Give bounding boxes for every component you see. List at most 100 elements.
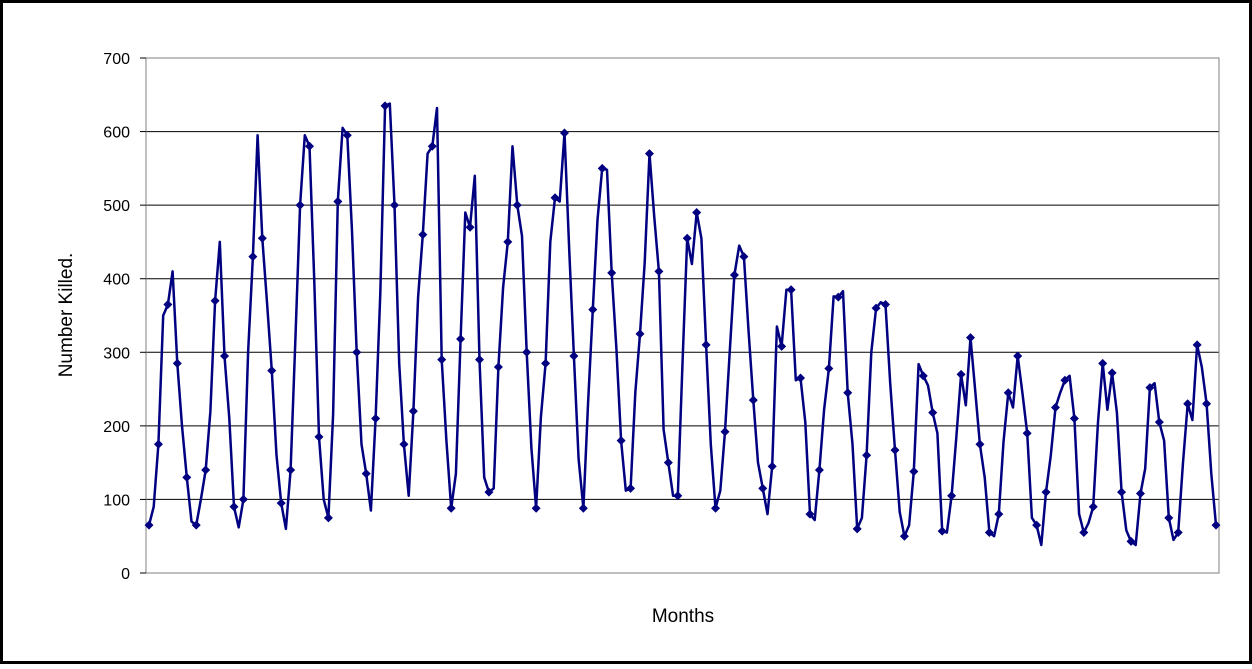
data-point [918,371,928,381]
data-point [1041,487,1051,497]
data-point [390,200,400,210]
data-point [342,130,352,140]
data-point [531,503,541,513]
data-point [862,450,872,460]
data-point [333,196,343,206]
data-point [796,373,806,383]
data-point [984,528,994,538]
data-point [559,128,569,138]
data-point [805,509,815,519]
data-point [456,334,466,344]
data-point [1135,489,1145,499]
data-point [286,465,296,475]
data-point [1164,513,1174,523]
data-point [1126,536,1136,546]
data-point [748,395,758,405]
data-point [446,503,456,513]
data-point [352,347,362,357]
data-point [1050,402,1060,412]
data-point [701,340,711,350]
y-tick-label: 700 [103,51,130,68]
data-point [1088,502,1098,512]
data-point [994,509,1004,519]
data-point [644,149,654,159]
data-point [1098,358,1108,368]
data-point [1202,399,1212,409]
data-point [1060,375,1070,385]
data-point [465,222,475,232]
data-point [201,465,211,475]
data-point [257,233,267,243]
y-tick-label: 0 [121,566,130,583]
data-point [248,252,258,262]
y-tick-label: 100 [103,492,130,509]
data-point [843,388,853,398]
data-point [635,329,645,339]
data-point [975,439,985,449]
data-point [597,163,607,173]
data-point [474,355,484,365]
data-point [682,233,692,243]
data-point [758,483,768,493]
data-point [909,466,919,476]
data-point [1211,520,1221,530]
data-point [729,270,739,280]
data-point [144,520,154,530]
data-point [172,358,182,368]
data-point [371,414,381,423]
data-point [512,200,522,210]
data-point [739,252,749,262]
data-point [871,303,881,313]
data-point [380,101,390,111]
data-point [711,503,721,513]
data-point [607,268,617,278]
data-point [928,408,938,418]
plot-area [145,57,1220,574]
data-point [295,200,305,210]
data-point [1173,528,1183,538]
data-point [814,465,824,475]
data-point [503,237,513,247]
data-point [1069,414,1079,423]
data-point [229,502,239,512]
data-point [852,524,862,534]
data-point [541,358,551,368]
data-point [191,520,201,530]
data-point [1003,388,1013,398]
data-point [314,432,324,442]
y-tick-label: 400 [103,272,130,289]
data-point [1145,383,1155,393]
data-point [626,483,636,493]
data-point [1183,399,1193,409]
data-point [408,406,418,416]
data-point [1107,368,1117,378]
data-point [1079,528,1089,538]
data-point [550,193,560,203]
data-point [276,498,286,508]
data-point [890,445,900,455]
data-point [1032,520,1042,530]
data-point [937,526,947,536]
data-point [692,208,702,217]
series-markers [144,101,1221,546]
data-point [673,491,683,501]
data-point [663,458,673,468]
data-point [427,141,437,151]
data-point [578,503,588,513]
data-point [153,439,163,449]
data-point [1117,487,1127,497]
data-point [361,469,371,479]
data-point [163,299,173,309]
data-point [899,531,909,541]
data-point [210,296,220,306]
data-point [1022,428,1032,438]
data-point [824,363,834,373]
data-point [220,351,230,361]
y-tick-label: 600 [103,125,130,142]
data-point [493,362,503,372]
data-point [881,299,891,309]
series-group [144,101,1221,547]
y-axis-ticks: 0 100 200 300 400 500 600 700 [103,51,146,583]
